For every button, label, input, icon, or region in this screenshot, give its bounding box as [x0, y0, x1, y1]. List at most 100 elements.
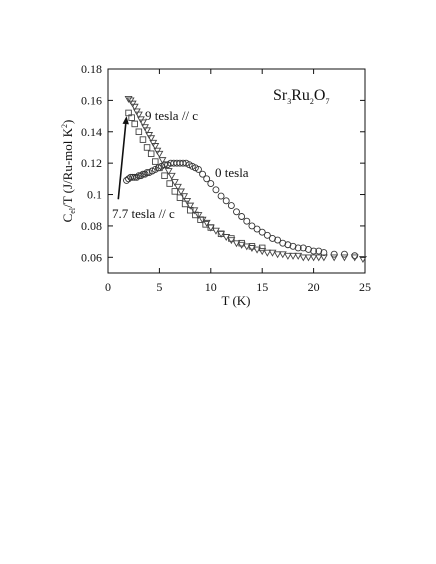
- data-point-square: [143, 144, 151, 151]
- data-point-circle: [315, 247, 323, 255]
- data-point-triangle: [167, 172, 176, 180]
- arrow-head: [122, 116, 129, 125]
- data-point-circle: [263, 231, 271, 239]
- data-point-triangle: [155, 150, 164, 158]
- data-point-triangle: [294, 252, 303, 260]
- data-point-triangle: [194, 212, 203, 220]
- data-point-square: [171, 188, 179, 195]
- data-point-triangle: [134, 111, 143, 119]
- data-point-square: [139, 136, 147, 143]
- data-point-circle: [284, 241, 292, 249]
- data-point-triangle: [164, 168, 173, 176]
- series-triangle-down: [124, 95, 367, 263]
- data-point-triangle: [247, 245, 256, 252]
- data-point-triangle: [242, 243, 251, 251]
- x-tick-label: 20: [308, 280, 320, 294]
- data-point-square: [128, 114, 135, 121]
- data-point-circle: [203, 175, 211, 183]
- x-tick-label: 15: [256, 280, 268, 294]
- y-axis-label-main: C: [60, 214, 75, 223]
- data-point-circle: [351, 252, 359, 260]
- data-point-circle: [195, 165, 202, 173]
- data-point-circle: [253, 225, 261, 233]
- data-point-triangle: [273, 251, 282, 259]
- data-point-circle: [199, 170, 207, 178]
- data-point-triangle: [186, 202, 195, 210]
- data-point-triangle: [170, 179, 179, 187]
- data-point-triangle: [130, 103, 139, 111]
- x-tick-label: 10: [205, 280, 217, 294]
- data-point-square: [135, 128, 143, 136]
- data-point-triangle: [340, 254, 349, 262]
- data-point-triangle: [309, 254, 318, 262]
- data-point-triangle: [304, 254, 313, 262]
- x-tick-label: 5: [156, 280, 162, 294]
- data-point-triangle: [173, 183, 182, 191]
- data-point-triangle: [289, 252, 298, 260]
- data-point-circle: [279, 239, 287, 247]
- data-point-circle: [125, 175, 133, 183]
- y-axis-label-sub: el: [68, 207, 77, 214]
- data-point-circle: [179, 159, 187, 167]
- data-point-circle: [139, 170, 147, 178]
- plot-frame: [107, 68, 366, 274]
- data-point-triangle: [161, 161, 170, 169]
- y-axis-label-sup: 2: [60, 124, 69, 128]
- data-point-square: [161, 172, 168, 179]
- data-point-triangle: [330, 254, 339, 262]
- data-point-triangle: [143, 127, 152, 135]
- data-point-circle: [248, 222, 256, 230]
- data-point-square: [152, 158, 159, 165]
- data-point-triangle: [138, 119, 147, 127]
- data-point-circle: [330, 250, 338, 258]
- data-point-triangle: [283, 252, 292, 260]
- y-tick-labels: 0.06 0.08 0.1 0.12 0.14 0.16 0.18: [81, 62, 102, 264]
- y-tick-label: 0.06: [81, 250, 102, 264]
- data-point-circle: [269, 235, 276, 242]
- data-point-circle: [129, 173, 137, 181]
- annotation-7-7-tesla: 7.7 tesla // c: [112, 206, 175, 221]
- y-axis-label-rest: /T (J/Ru-mol K: [60, 127, 75, 208]
- axis-ticks: [107, 68, 366, 273]
- annotation-9-tesla: 9 tesla // c: [145, 108, 198, 123]
- data-point-circle: [141, 170, 149, 178]
- y-tick-label: 0.14: [81, 125, 102, 139]
- data-point-circle: [294, 244, 302, 252]
- data-point-circle: [207, 180, 215, 188]
- data-point-circle: [135, 172, 143, 180]
- annotation-0-tesla: 0 tesla: [215, 165, 249, 180]
- data-point-triangle: [180, 193, 189, 201]
- data-point-circle: [137, 172, 145, 180]
- data-point-circle: [340, 250, 348, 258]
- y-tick-label: 0.12: [81, 156, 102, 170]
- y-tick-label: 0.18: [81, 62, 102, 76]
- data-point-triangle: [190, 207, 199, 215]
- data-point-circle: [131, 173, 139, 181]
- x-tick-labels: 0 5 10 15 20 25: [105, 280, 371, 294]
- data-points: [123, 95, 367, 263]
- y-tick-label: 0.16: [81, 93, 102, 107]
- data-point-triangle: [183, 197, 192, 205]
- data-point-circle: [233, 208, 240, 216]
- data-point-square: [131, 120, 138, 128]
- data-point-triangle: [232, 240, 241, 248]
- data-point-circle: [299, 244, 307, 252]
- formula-o: O: [314, 87, 326, 104]
- data-point-circle: [310, 247, 318, 255]
- data-point-circle: [238, 213, 246, 220]
- data-point-triangle: [151, 143, 160, 150]
- data-point-circle: [143, 169, 151, 177]
- data-point-circle: [222, 197, 230, 205]
- x-tick-label: 0: [105, 280, 111, 294]
- data-point-circle: [305, 246, 312, 253]
- data-point-triangle: [124, 95, 133, 103]
- data-point-triangle: [177, 188, 185, 196]
- y-axis-label-end: ): [60, 120, 75, 124]
- data-point-triangle: [358, 256, 367, 263]
- data-point-triangle: [299, 254, 308, 262]
- data-point-circle: [217, 192, 225, 200]
- formula-ru-sub: 2: [310, 97, 314, 106]
- data-point-triangle: [268, 249, 277, 257]
- data-point-circle: [243, 217, 251, 225]
